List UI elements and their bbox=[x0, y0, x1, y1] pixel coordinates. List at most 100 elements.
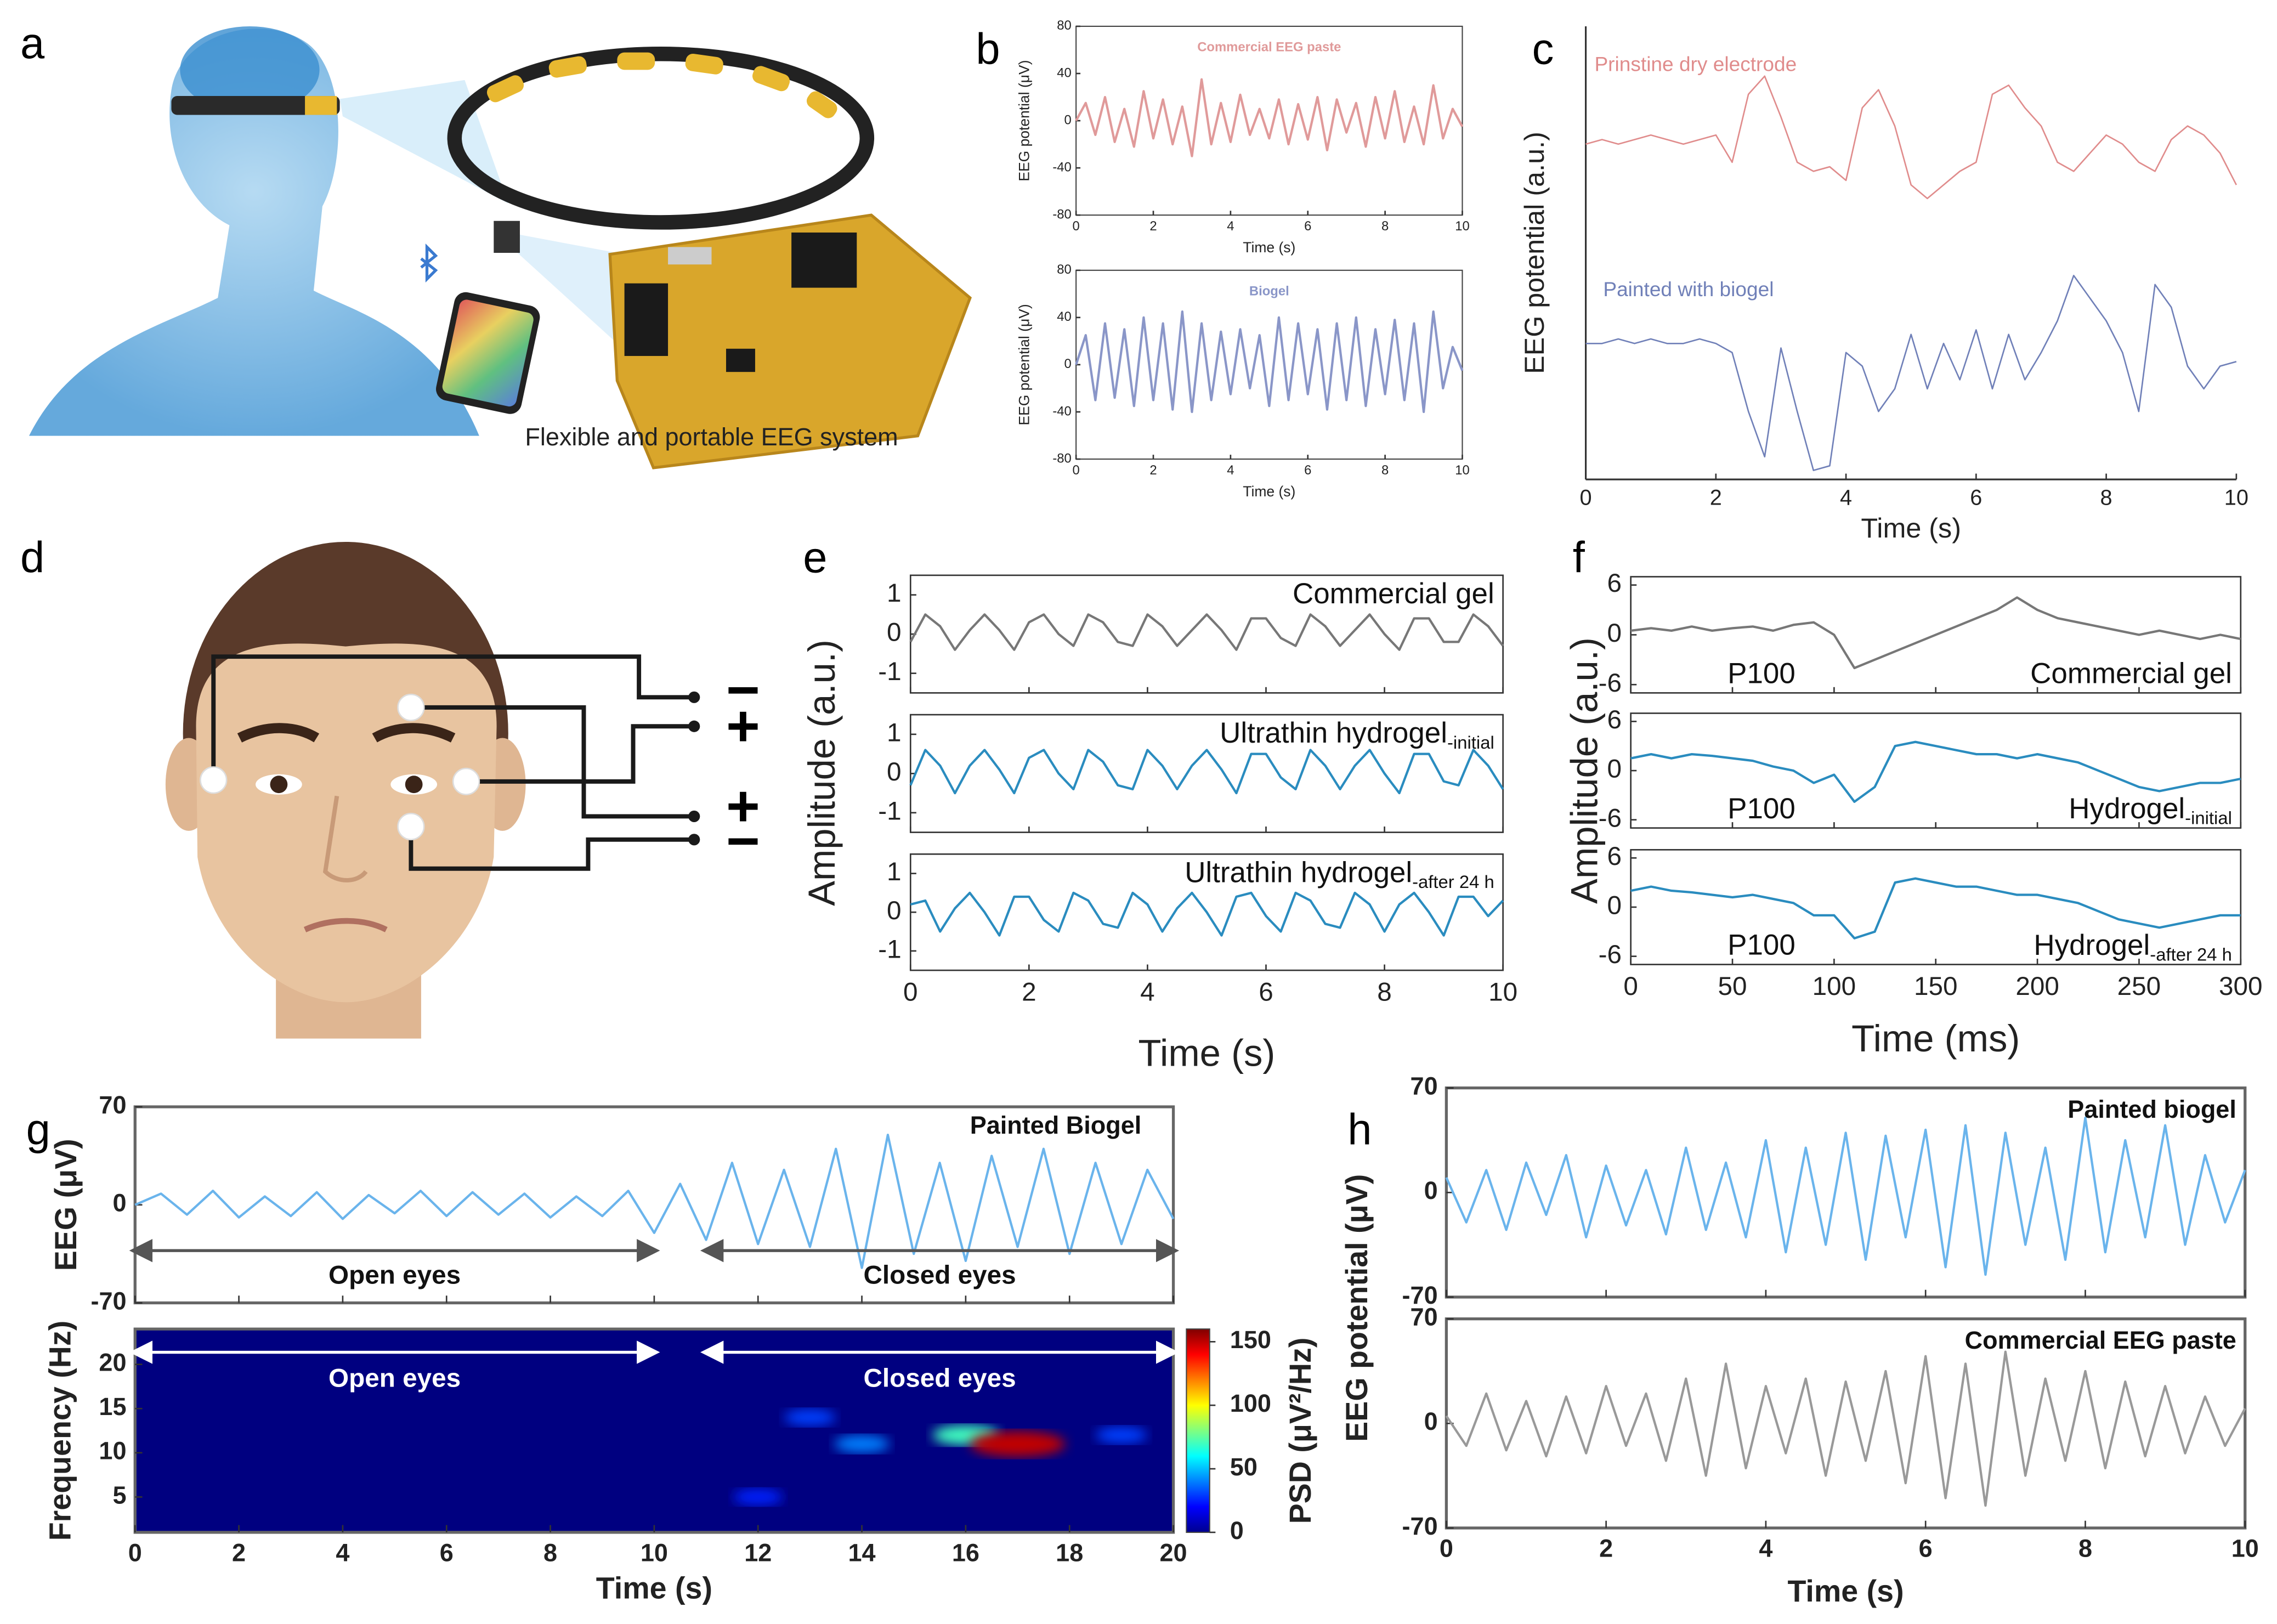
y-tick-label: 1 bbox=[887, 579, 902, 608]
series-line bbox=[909, 749, 1504, 795]
x-tick-label: 4 bbox=[1140, 978, 1155, 1007]
x-tick-label: 6 bbox=[1919, 1534, 1933, 1562]
series-name: Biogel bbox=[1249, 284, 1289, 299]
x-tick-label: 8 bbox=[1377, 978, 1392, 1007]
series-line bbox=[134, 1133, 1175, 1269]
y-axis-label: Amplitude (a.u.) bbox=[801, 640, 843, 906]
y-tick-label: 0 bbox=[112, 1189, 126, 1217]
x-tick-label: 0 bbox=[1623, 972, 1638, 1001]
y-axis-label: EEG potential (a.u.) bbox=[1519, 132, 1550, 374]
series-name: Commercial gel bbox=[2030, 658, 2232, 690]
heatmap-background bbox=[135, 1329, 1174, 1532]
x-tick-label: 6 bbox=[1304, 219, 1311, 234]
series-name: Ultrathin hydrogel bbox=[1220, 717, 1447, 749]
series-line bbox=[1630, 740, 2241, 803]
y-tick-label: 0 bbox=[1607, 891, 1622, 920]
x-tick-label: 10 bbox=[641, 1538, 668, 1566]
series-name: Ultrathin hydrogel bbox=[1185, 856, 1412, 889]
series-line bbox=[1630, 596, 2241, 670]
y-tick-label: -40 bbox=[1052, 404, 1071, 418]
y-tick-label: 0 bbox=[887, 618, 902, 647]
x-tick-label: 4 bbox=[336, 1538, 349, 1566]
y-tick-label: -80 bbox=[1052, 451, 1071, 466]
y-tick-label: 15 bbox=[99, 1393, 126, 1421]
x-tick-label: 2 bbox=[1149, 219, 1157, 234]
x-axis-label: Time (s) bbox=[1787, 1574, 1904, 1608]
series-subscript: -after 24 h bbox=[2150, 944, 2232, 964]
panel-label: e bbox=[803, 533, 827, 581]
y-tick-label: -70 bbox=[90, 1287, 126, 1315]
y-tick-label: 0 bbox=[1424, 1407, 1438, 1435]
y-tick-label: 0 bbox=[1064, 112, 1072, 127]
x-tick-label: 4 bbox=[1759, 1534, 1772, 1562]
series-line bbox=[1445, 1116, 2246, 1276]
x-tick-label: 10 bbox=[2224, 485, 2248, 510]
annotation: Open eyes bbox=[328, 1260, 461, 1289]
y-tick-label: 1 bbox=[887, 718, 902, 747]
caption: Flexible and portable EEG system bbox=[525, 423, 898, 451]
x-tick-label: 100 bbox=[1812, 972, 1856, 1001]
y-tick-label: 0 bbox=[887, 757, 902, 786]
x-tick-label: 0 bbox=[1580, 485, 1592, 510]
series-line bbox=[1585, 75, 2238, 200]
x-tick-label: 10 bbox=[1455, 463, 1470, 478]
x-tick-label: 6 bbox=[1259, 978, 1273, 1007]
series-name: Commercial EEG paste bbox=[1197, 40, 1341, 55]
series-label: Painted with biogel bbox=[1603, 278, 1774, 301]
illustration-a bbox=[29, 26, 972, 469]
y-tick-label: -70 bbox=[1402, 1512, 1438, 1540]
y-tick-label: 70 bbox=[1411, 1072, 1438, 1100]
y-tick-label: -1 bbox=[878, 796, 901, 825]
y-tick-label: 0 bbox=[1607, 619, 1622, 648]
series-label: Ultrathin hydrogel-initial bbox=[1220, 717, 1494, 752]
series-line bbox=[1445, 1350, 2246, 1507]
x-tick-label: 6 bbox=[1970, 485, 1982, 510]
y-tick-label: -80 bbox=[1052, 207, 1071, 222]
x-tick-label: 250 bbox=[2117, 972, 2161, 1001]
x-tick-label: 10 bbox=[1455, 219, 1470, 234]
hotspot bbox=[970, 1431, 1066, 1457]
series-label: Biogel bbox=[1249, 284, 1289, 299]
series-label: Painted Biogel bbox=[970, 1111, 1142, 1139]
colorbar-tick-label: 0 bbox=[1230, 1517, 1244, 1544]
x-axis-label: Time (s) bbox=[1138, 1032, 1276, 1074]
x-tick-label: 2 bbox=[1022, 978, 1036, 1007]
y-tick-label: -1 bbox=[878, 935, 901, 964]
y-tick-label: -6 bbox=[1599, 940, 1622, 969]
x-tick-label: 300 bbox=[2219, 972, 2263, 1001]
x-tick-label: 0 bbox=[1440, 1534, 1453, 1562]
colorbar-tick-label: 150 bbox=[1230, 1326, 1271, 1354]
y-tick-label: 20 bbox=[99, 1349, 126, 1377]
series-line bbox=[1585, 275, 2237, 471]
y-tick-label: 70 bbox=[99, 1091, 126, 1119]
y-tick-label: 0 bbox=[1424, 1176, 1438, 1204]
series-label: Ultrathin hydrogel-after 24 h bbox=[1185, 856, 1494, 892]
series-name: Hydrogel bbox=[2069, 793, 2185, 825]
series-name: Commercial gel bbox=[1293, 578, 1494, 610]
x-tick-label: 4 bbox=[1840, 485, 1852, 510]
x-axis-label: Time (s) bbox=[1243, 483, 1295, 500]
colorbar bbox=[1186, 1328, 1210, 1533]
y-axis-label: Frequency (Hz) bbox=[43, 1321, 77, 1541]
series-line bbox=[1630, 877, 2241, 940]
panel-label: f bbox=[1573, 533, 1585, 581]
x-tick-label: 8 bbox=[2078, 1534, 2092, 1562]
panel-label: a bbox=[20, 19, 45, 67]
annotation: Open eyes bbox=[328, 1363, 461, 1393]
series-name: Painted Biogel bbox=[970, 1111, 1142, 1139]
series-line bbox=[910, 891, 1504, 937]
annotation: P100 bbox=[1727, 929, 1795, 961]
x-tick-label: 14 bbox=[848, 1538, 876, 1566]
x-tick-label: 10 bbox=[2231, 1534, 2259, 1562]
x-tick-label: 200 bbox=[2015, 972, 2059, 1001]
series-label: Hydrogel-after 24 h bbox=[2034, 929, 2231, 965]
series-name: Hydrogel bbox=[2034, 929, 2150, 961]
hotspot bbox=[834, 1435, 890, 1453]
x-tick-label: 6 bbox=[1304, 463, 1311, 478]
x-tick-label: 2 bbox=[1599, 1534, 1613, 1562]
x-axis-label: Time (s) bbox=[1243, 239, 1295, 256]
series-subscript: -initial bbox=[2185, 807, 2232, 828]
x-axis-label: Time (ms) bbox=[1851, 1017, 2020, 1060]
y-tick-label: -1 bbox=[878, 657, 901, 686]
x-tick-label: 20 bbox=[1160, 1538, 1187, 1566]
